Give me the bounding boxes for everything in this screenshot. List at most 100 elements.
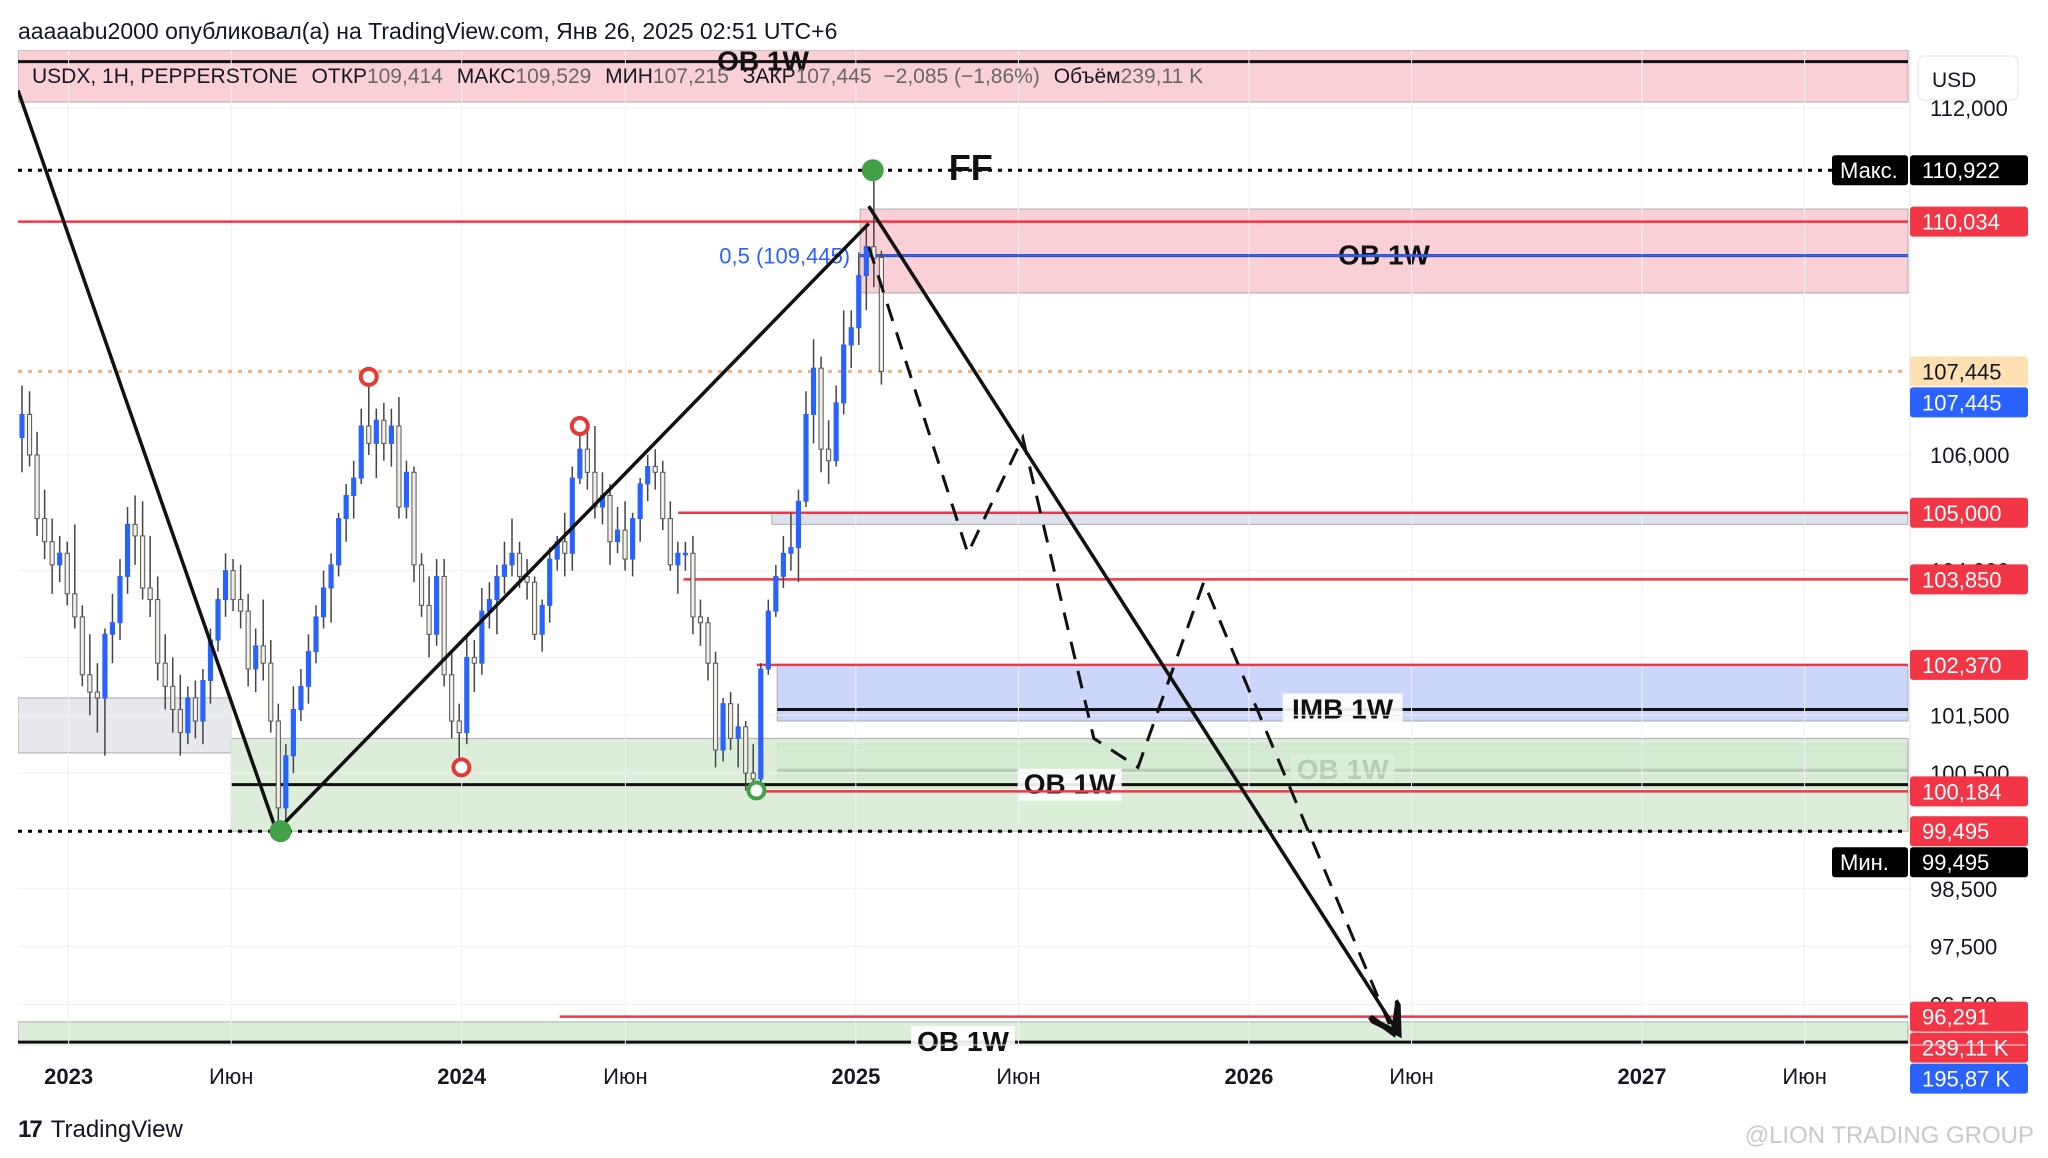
candle-body <box>57 552 63 566</box>
zone-bearish <box>17 49 1909 103</box>
candle-body <box>690 552 696 618</box>
candle-body <box>230 570 236 601</box>
candle-body <box>509 552 515 566</box>
candle-body <box>222 570 229 601</box>
candle-body <box>140 535 146 589</box>
candle-body <box>411 471 417 566</box>
candle-body <box>705 622 711 664</box>
candle-body <box>464 656 470 734</box>
candle-body <box>456 720 462 734</box>
candle-body <box>841 344 847 404</box>
candle-body <box>26 413 33 456</box>
axis-layer: USD112,000106,000104,000102,500101,50010… <box>18 50 2028 1094</box>
legend-volume-label: Объём <box>1054 65 1121 88</box>
candle-body <box>863 246 869 277</box>
time-tick-label: Июн <box>1782 1064 1826 1089</box>
candle-body <box>124 523 131 577</box>
legend-low-value: 107,215 <box>653 65 729 88</box>
candle-body <box>109 622 116 635</box>
candle-body <box>539 604 545 635</box>
candle-body <box>682 552 688 556</box>
legend-close-label: ЗАКР <box>743 65 796 88</box>
price-label: 105,000 <box>1922 501 2002 526</box>
price-tick-label: 97,500 <box>1930 935 1997 960</box>
publisher-line: aaaaabu2000 опубликовал(а) на TradingVie… <box>18 18 838 44</box>
candle-body <box>132 523 138 537</box>
price-label: 110,922 <box>1922 158 2000 183</box>
candle-body <box>373 419 379 444</box>
candle-body <box>358 425 364 479</box>
tradingview-logo[interactable]: 17 TradingView <box>18 1116 183 1144</box>
candle-body <box>245 610 251 670</box>
levels-layer: 0,5 (109,445) <box>18 168 1908 1018</box>
candle-body <box>622 529 628 560</box>
price-label: 99,495 <box>1922 819 1989 844</box>
price-label: 96,291 <box>1922 1005 1989 1030</box>
price-label-box <box>1910 847 2028 878</box>
currency-label: USD <box>1932 69 1976 92</box>
candle-body <box>253 645 259 670</box>
price-label: 110,034 <box>1922 210 2000 235</box>
candle-body <box>185 697 191 734</box>
candle-body <box>64 552 70 595</box>
candle-body <box>471 656 477 664</box>
svg-text:USDX, 1H, PEPPERSTONE: USDX, 1H, PEPPERSTONE ОТКР109,414 МАКС10… <box>32 65 1203 88</box>
candle-body <box>313 616 319 653</box>
price-label-box <box>1910 1001 2028 1032</box>
candle-body <box>87 674 93 693</box>
candle-body <box>667 518 673 566</box>
candle-body <box>607 494 613 543</box>
candle-body <box>283 755 289 809</box>
pivot-marker <box>451 757 472 778</box>
legend-high-value: 109,529 <box>515 65 591 88</box>
candle-body <box>351 477 357 496</box>
pivot-marker <box>861 159 884 182</box>
candle-body <box>848 327 854 346</box>
candle-body <box>238 599 244 612</box>
candle-body <box>388 425 394 444</box>
price-tag: Макс. <box>1840 158 1898 183</box>
candle-body <box>803 413 809 502</box>
candle-body <box>547 558 553 606</box>
zone-label: IMB 1W <box>1292 693 1394 724</box>
candle-body <box>584 448 590 473</box>
price-label-box <box>1910 776 2028 807</box>
candle-body <box>501 564 508 577</box>
pivot-marker <box>358 366 379 387</box>
time-tick-label: 2025 <box>831 1064 880 1089</box>
price-label: 103,850 <box>1922 567 2002 592</box>
price-tick-label: 98,500 <box>1930 877 1997 902</box>
legend-volume-value: 239,11 K <box>1121 65 1204 88</box>
candle-body <box>562 541 568 554</box>
price-label-box <box>1910 649 2028 680</box>
candle-body <box>795 500 802 548</box>
candle-body <box>750 772 756 780</box>
candle-body <box>675 552 681 566</box>
candle-body <box>79 616 85 676</box>
candle-body <box>697 616 704 624</box>
candle-body <box>818 367 824 450</box>
candle-body <box>177 708 183 734</box>
candle-body <box>268 662 274 722</box>
zone-label-bg <box>911 1026 1015 1059</box>
candle-body <box>117 575 123 624</box>
price-label-box <box>1910 155 2028 186</box>
pivot-label: FF <box>949 147 993 188</box>
candle-body <box>418 564 425 606</box>
candle-body <box>878 256 884 372</box>
price-label: 195,87 K <box>1922 1067 2010 1092</box>
candle-body <box>758 668 764 780</box>
legend-change: −2,085 (−1,86%) <box>883 65 1039 88</box>
candle-body <box>298 685 304 710</box>
candle-body <box>788 547 794 554</box>
candles-layer <box>19 170 884 832</box>
price-tick-label: 106,000 <box>1930 443 2010 468</box>
candle-body <box>155 599 161 664</box>
pivot-marker <box>269 820 292 843</box>
candle-body <box>215 599 221 641</box>
price-label: 102,370 <box>1922 653 2002 678</box>
candle-body <box>72 593 78 618</box>
candle-body <box>479 610 485 664</box>
